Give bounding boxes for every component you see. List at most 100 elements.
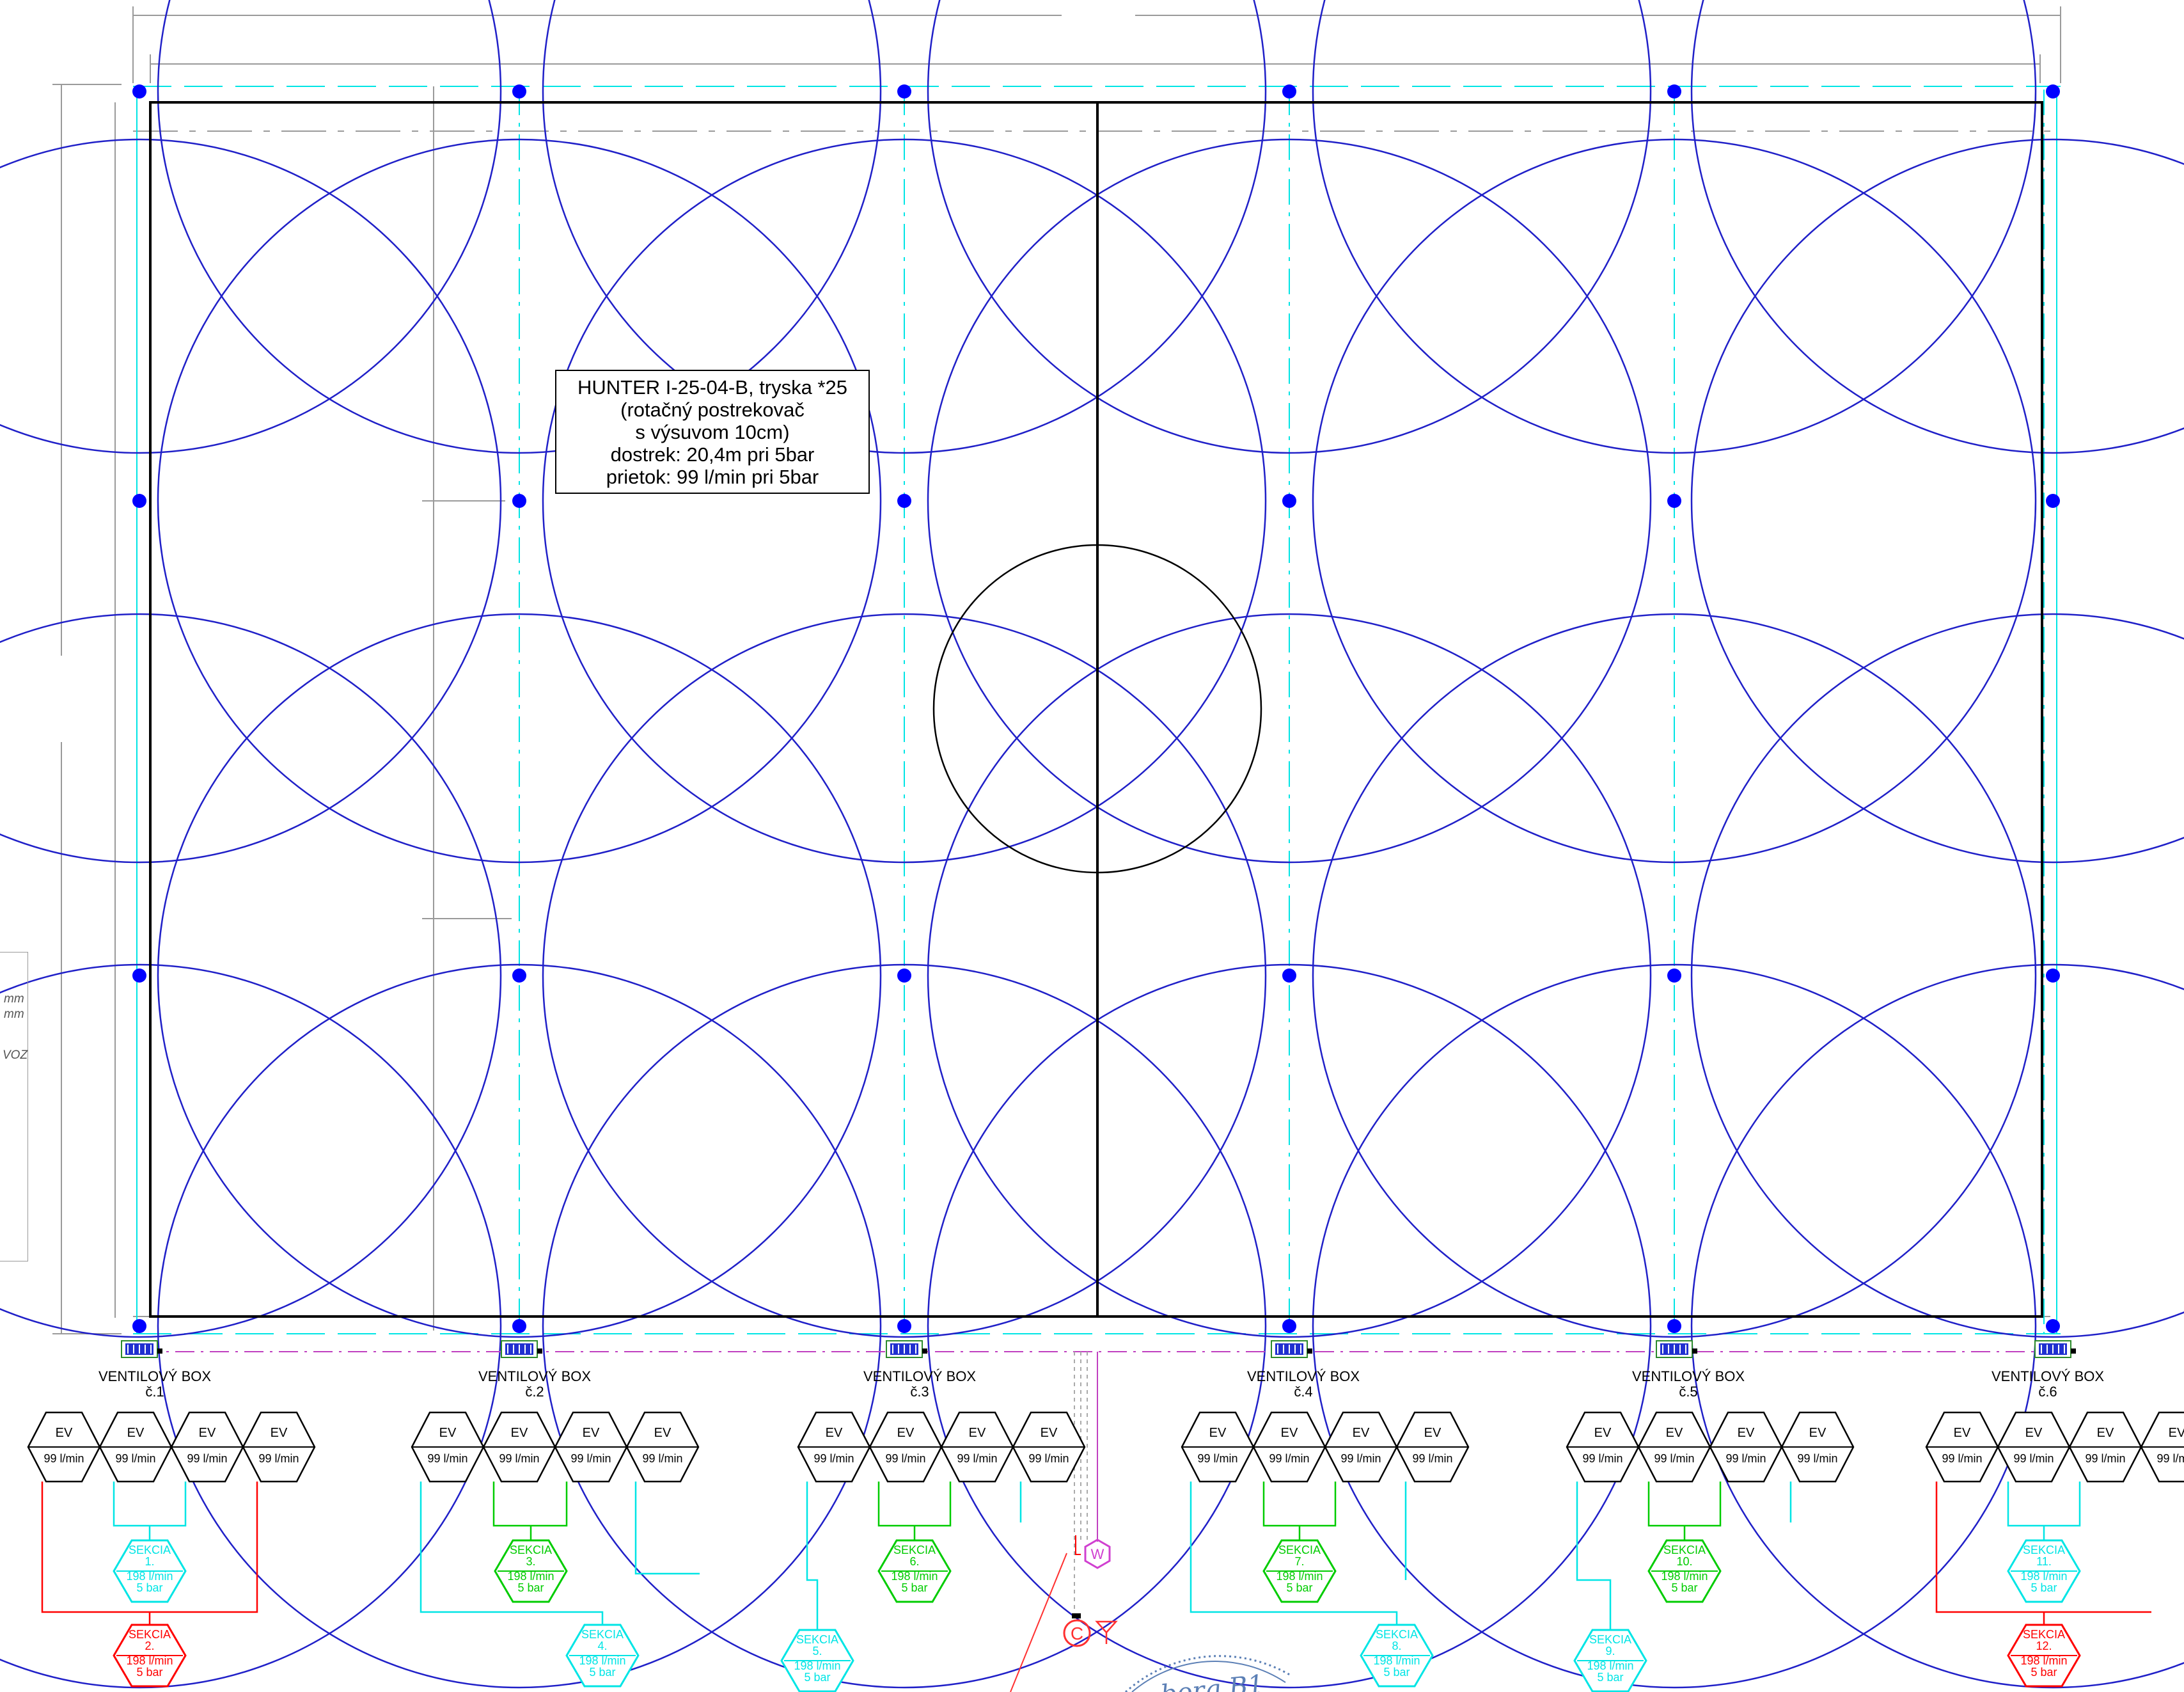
legend-line-1: mm [4,992,24,1006]
section-number: 11. [2036,1555,2052,1568]
sprinkler-head [512,84,526,99]
valve-box-label-4: VENTILOVÝ BOX č.4 [1233,1369,1374,1400]
dimension-lines [52,6,2061,1334]
valve-label: EV [2097,1426,2114,1440]
water-meter-symbol: W [1076,1535,1110,1568]
controller-label: C [1071,1624,1083,1643]
valve-box-title: VENTILOVÝ BOX [1233,1369,1374,1384]
valve-label: EV [1041,1426,1058,1440]
solenoid-valve: EV 99 l/min [100,1412,171,1482]
valve-label: EV [56,1426,73,1440]
section-number: 4. [597,1640,607,1652]
valve-label: EV [199,1426,216,1440]
valve-label: EV [127,1426,145,1440]
sprinkler-head [2046,494,2060,508]
solenoid-valve: EV 99 l/min [1998,1412,2070,1482]
valve-flow: 99 l/min [1028,1452,1069,1465]
section-word: SEKCIA [129,1544,171,1556]
solenoid-valve: EV 99 l/min [2141,1412,2184,1482]
section-number: 10. [1676,1555,1692,1568]
legend-fragment: mm mm VOZ [0,952,28,1261]
sprinkler-head [512,1319,526,1333]
solenoid-valve: EV 99 l/min [1253,1412,1325,1482]
valve-flow: 99 l/min [1942,1452,1982,1465]
section-word: SEKCIA [1589,1633,1631,1646]
valve-box-number: č.4 [1233,1384,1374,1400]
sprinkler-head [1282,969,1296,983]
sprinkler-head [897,84,911,99]
section-pressure: 5 bar [901,1581,927,1594]
section-flow: 198 l/min [2020,1654,2067,1667]
valve-box [1656,1341,1697,1357]
section-flow: 198 l/min [579,1654,625,1667]
valve-label: EV [2169,1426,2184,1440]
sprinkler-head [897,1319,911,1333]
coverage-circle [0,965,501,1688]
section-number: 7. [1294,1555,1304,1568]
valve-label: EV [1424,1426,1442,1440]
solenoid-valve: EV 99 l/min [870,1412,941,1482]
section-number: 12. [2036,1640,2052,1652]
solenoid-valve: EV 99 l/min [2070,1412,2141,1482]
valve-box-title: VENTILOVÝ BOX [849,1369,990,1384]
valve-label: EV [271,1426,288,1440]
valve-label: EV [826,1426,843,1440]
valve-box-title: VENTILOVÝ BOX [464,1369,605,1384]
section-number: 3. [526,1555,535,1568]
valve-flow: 99 l/min [1582,1452,1622,1465]
solenoid-valve: EV 99 l/min [1926,1412,1998,1482]
sprinkler-head [2046,1319,2060,1333]
valve-flow: 99 l/min [1269,1452,1309,1465]
sprinkler-head [132,969,146,983]
valve-box [501,1341,542,1357]
valve-flow: 99 l/min [2013,1452,2054,1465]
valve-label: EV [2025,1426,2043,1440]
sprinkler-head [512,969,526,983]
section-pressure: 5 bar [1597,1671,1623,1684]
valve-flow: 99 l/min [1340,1452,1381,1465]
valve-flow: 99 l/min [258,1452,299,1465]
valve-box-title: VENTILOVÝ BOX [1618,1369,1759,1384]
sprinkler-head [1667,494,1681,508]
valve-box [886,1341,927,1357]
section-word: SEKCIA [893,1544,936,1556]
section-badge: SEKCIA7.198 l/min5 bar [1264,1540,1335,1602]
valve-manifolds: EV 99 l/min EV 99 l/min EV 99 l/min EV 99 l/min… [28,1412,2184,1482]
section-word: SEKCIA [510,1544,552,1556]
coverage-circle [1692,0,2184,453]
section-pressure: 5 bar [804,1671,830,1684]
section-pressure: 5 bar [136,1666,162,1679]
section-word: SEKCIA [2023,1628,2065,1641]
section-badge: SEKCIA6.198 l/min5 bar [879,1540,950,1602]
valve-label: EV [1738,1426,1755,1440]
solenoid-valve: EV 99 l/min [171,1412,243,1482]
section-flow: 198 l/min [1373,1654,1420,1667]
section-badge: SEKCIA10.198 l/min5 bar [1649,1540,1720,1602]
water-meter-label: W [1091,1546,1104,1562]
sprinkler-head [1667,84,1681,99]
section-word: SEKCIA [1376,1628,1418,1641]
valve-label: EV [1666,1426,1683,1440]
valve-box-number: č.5 [1618,1384,1759,1400]
valve-label: EV [1281,1426,1298,1440]
valve-flow: 99 l/min [2085,1452,2125,1465]
section-word: SEKCIA [129,1628,171,1641]
section-flow: 198 l/min [126,1654,173,1667]
solenoid-valve: EV 99 l/min [1567,1412,1638,1482]
section-pressure: 5 bar [1383,1666,1410,1679]
section-pressure: 5 bar [1671,1581,1697,1594]
legend-line-2: mm [4,1008,24,1022]
solenoid-valve: EV 99 l/min [627,1412,698,1482]
section-pressure: 5 bar [1286,1581,1312,1594]
section-flow: 198 l/min [2020,1570,2067,1583]
section-word: SEKCIA [796,1633,838,1646]
sprinkler-head [897,969,911,983]
section-number: 8. [1392,1640,1401,1652]
valve-label: EV [1809,1426,1827,1440]
valve-label: EV [1954,1426,1971,1440]
valve-flow: 99 l/min [1725,1452,1766,1465]
coverage-circle [0,0,501,453]
